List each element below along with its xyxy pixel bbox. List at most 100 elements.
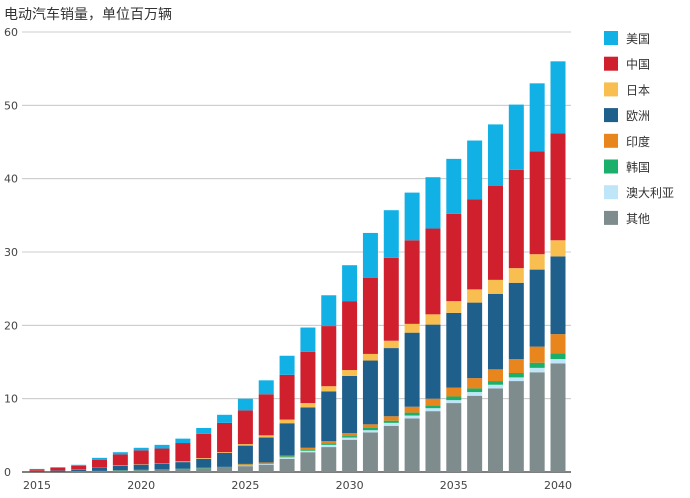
bar-segment-2030-2 — [342, 436, 358, 438]
bar-segment-2032-2 — [383, 420, 399, 423]
bar-stack-2036 — [467, 140, 483, 472]
bar-segment-2023-4 — [196, 458, 212, 468]
bar-segment-2036-3 — [467, 378, 483, 389]
bar-segment-2026-4 — [258, 437, 274, 463]
legend-swatch-3 — [604, 108, 618, 123]
bar-segment-2036-0 — [467, 395, 483, 472]
bar-segment-2025-4 — [237, 445, 253, 464]
bar-segment-2039-3 — [529, 346, 545, 363]
bar-segment-2040-0 — [550, 363, 566, 472]
y-tick-label-0: 0 — [4, 466, 11, 479]
bar-segment-2027-7 — [279, 355, 295, 375]
bar-segment-2025-7 — [237, 398, 253, 411]
bar-segment-2032-6 — [383, 257, 399, 341]
bar-stack-2037 — [487, 124, 503, 472]
bar-segment-2033-2 — [404, 412, 420, 416]
y-tick-label-30: 30 — [4, 246, 18, 259]
bar-segment-2036-7 — [467, 140, 483, 200]
legend-label-3: 欧洲 — [626, 109, 650, 123]
legend-label-1: 中国 — [626, 57, 650, 72]
bar-segment-2023-5 — [196, 458, 212, 459]
legend-swatch-2 — [604, 82, 618, 97]
bar-segment-2036-2 — [467, 388, 483, 393]
bar-segment-2031-6 — [362, 277, 378, 354]
bar-segment-2030-7 — [342, 265, 358, 302]
bar-segment-2033-4 — [404, 332, 420, 407]
bar-segment-2017-4 — [71, 469, 87, 472]
bar-segment-2037-3 — [487, 369, 503, 382]
bar-segment-2022-5 — [175, 461, 191, 463]
x-tick-label-2035: 2035 — [440, 479, 468, 492]
bar-segment-2026-7 — [258, 380, 274, 395]
bar-segment-2028-4 — [300, 407, 316, 448]
bar-segment-2035-5 — [446, 301, 462, 313]
bar-stack-2040 — [550, 61, 566, 472]
bar-stack-2034 — [425, 177, 441, 472]
bar-stack-2029 — [321, 295, 337, 472]
bar-segment-2034-3 — [425, 398, 441, 406]
bar-segment-2038-4 — [508, 282, 524, 360]
bar-segment-2029-0 — [321, 447, 337, 472]
bar-segment-2027-5 — [279, 419, 295, 424]
bar-segment-2034-2 — [425, 405, 441, 409]
bar-segment-2022-4 — [175, 462, 191, 469]
bar-segment-2034-6 — [425, 228, 441, 315]
bar-stack-2023 — [196, 428, 212, 472]
bar-segment-2025-5 — [237, 444, 253, 446]
bar-segment-2037-6 — [487, 186, 503, 280]
bar-stack-2018 — [92, 457, 108, 472]
bar-segment-2028-5 — [300, 403, 316, 408]
bar-segment-2028-7 — [300, 327, 316, 352]
legend-swatch-1 — [604, 56, 618, 71]
bar-segment-2027-1 — [279, 457, 295, 459]
bar-segment-2024-4 — [217, 452, 233, 467]
bar-segment-2035-1 — [446, 400, 462, 404]
bar-segment-2032-7 — [383, 210, 399, 258]
bar-segment-2016-6 — [50, 467, 66, 471]
bar-segment-2033-5 — [404, 323, 420, 333]
bar-segment-2026-0 — [258, 464, 274, 472]
bar-stack-2035 — [446, 158, 462, 472]
legend-label-0: 美国 — [626, 32, 650, 46]
bar-segment-2039-5 — [529, 254, 545, 270]
bar-segment-2029-2 — [321, 443, 337, 445]
bar-stack-2032 — [383, 210, 399, 472]
bar-segment-2032-4 — [383, 348, 399, 417]
x-tick-label-2025: 2025 — [231, 479, 259, 492]
legend-swatch-4 — [604, 133, 618, 148]
bar-segment-2035-0 — [446, 403, 462, 472]
bar-segment-2040-6 — [550, 133, 566, 241]
bar-segment-2031-5 — [362, 353, 378, 361]
bar-segment-2039-0 — [529, 372, 545, 472]
bar-segment-2040-1 — [550, 359, 566, 364]
bar-segment-2025-2 — [237, 464, 253, 466]
bar-segment-2028-0 — [300, 452, 316, 472]
bar-segment-2038-3 — [508, 359, 524, 373]
bar-segment-2023-7 — [196, 428, 212, 434]
bar-segment-2026-6 — [258, 394, 274, 436]
bar-segment-2030-3 — [342, 433, 358, 437]
bar-segment-2036-4 — [467, 302, 483, 379]
bar-segment-2027-4 — [279, 423, 295, 456]
legend-label-5: 韩国 — [626, 160, 650, 175]
bar-segment-2020-6 — [133, 450, 149, 465]
bar-segment-2031-7 — [362, 232, 378, 278]
bar-segment-2029-4 — [321, 391, 337, 442]
bar-segment-2020-4 — [133, 464, 149, 470]
bar-segment-2031-2 — [362, 428, 378, 431]
bar-segment-2034-5 — [425, 314, 441, 325]
bar-segment-2024-0 — [217, 467, 233, 472]
bar-segment-2024-7 — [217, 414, 233, 423]
bar-stacks — [29, 61, 566, 472]
bar-segment-2021-0 — [154, 469, 170, 472]
bar-segment-2036-5 — [467, 289, 483, 303]
bar-segment-2027-0 — [279, 458, 295, 472]
bar-segment-2032-5 — [383, 340, 399, 349]
x-tick-label-2040: 2040 — [544, 479, 572, 492]
bar-segment-2031-4 — [362, 360, 378, 425]
bar-segment-2037-5 — [487, 279, 503, 294]
bar-segment-2036-1 — [467, 392, 483, 396]
bar-segment-2040-7 — [550, 61, 566, 134]
bar-segment-2030-4 — [342, 375, 358, 434]
